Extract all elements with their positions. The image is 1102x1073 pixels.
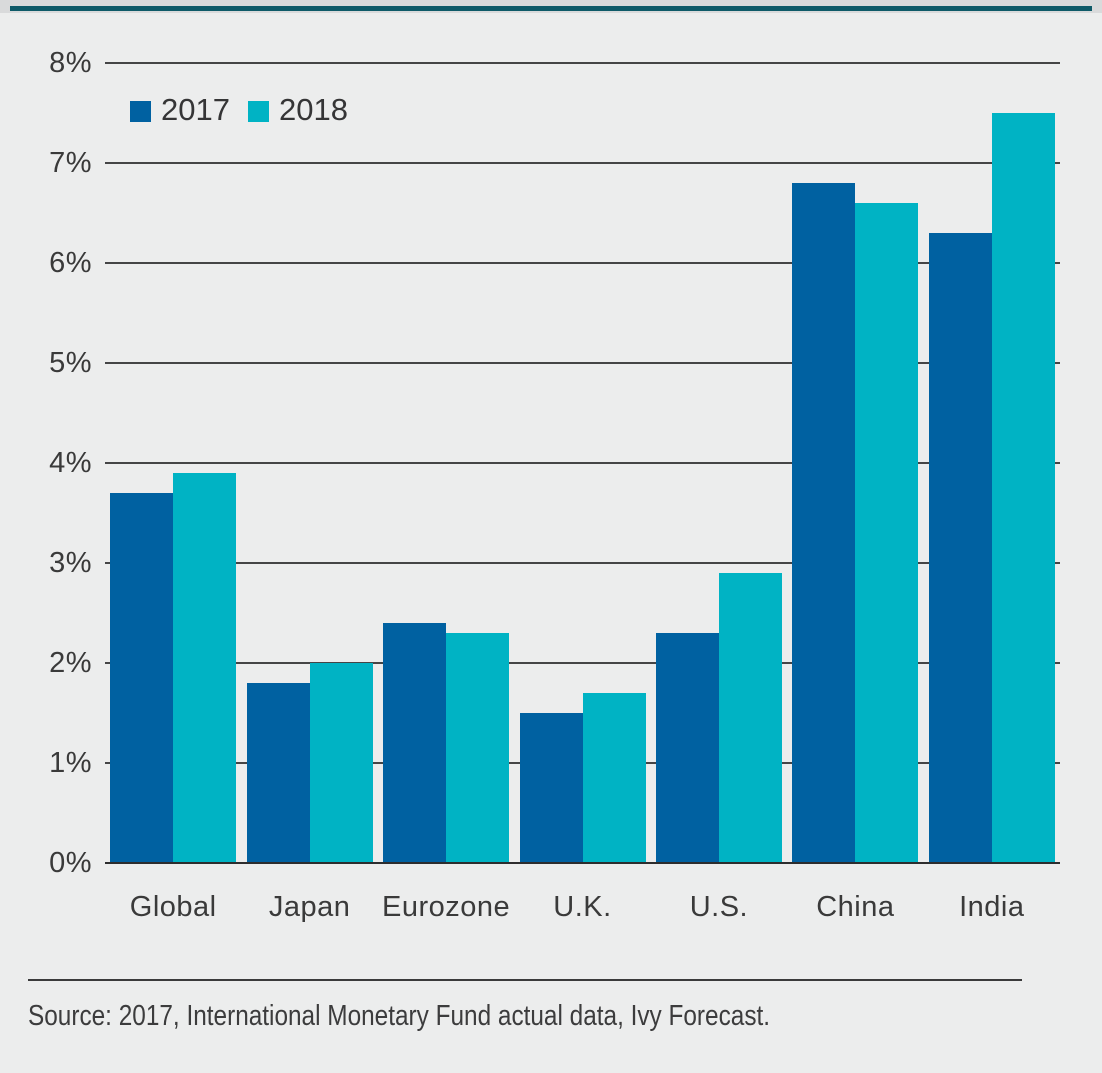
legend-label-2018: 2018 (278, 92, 348, 127)
y-tick-2pct: 2% (49, 647, 92, 679)
source-attribution: Source: 2017, International Monetary Fun… (28, 1000, 771, 1032)
legend-label-2017: 2017 (161, 92, 230, 127)
bar-2017-uk (519, 713, 583, 863)
bar-2018-us (718, 573, 782, 863)
x-label-us: U.S. (689, 891, 749, 923)
top-accent-rule (10, 6, 1092, 11)
gridline-4pct (105, 462, 1060, 464)
x-label-uk: U.K. (553, 891, 612, 923)
y-tick-5pct: 5% (49, 347, 92, 379)
gridline-5pct (105, 362, 1060, 364)
y-tick-7pct: 7% (49, 147, 92, 179)
y-tick-1pct: 1% (49, 747, 92, 779)
bar-2018-china (855, 203, 919, 863)
bar-2018-global (173, 473, 237, 863)
x-label-global: Global (129, 891, 217, 923)
bar-2017-india (928, 233, 992, 863)
bar-2017-china (792, 183, 856, 863)
footer-divider (28, 979, 1022, 981)
gridline-2pct (105, 662, 1060, 664)
gridline-6pct (105, 262, 1060, 264)
bar-2018-india (991, 113, 1055, 863)
y-tick-3pct: 3% (49, 547, 92, 579)
top-band (0, 0, 1102, 13)
y-tick-0pct: 0% (49, 847, 92, 879)
x-axis-line (105, 862, 1060, 864)
legend-item-2017: 2017 (130, 92, 230, 128)
x-label-japan: Japan (268, 891, 351, 923)
bar-2017-japan (246, 683, 310, 863)
legend-swatch-2017 (130, 100, 151, 122)
bar-2018-japan (309, 663, 373, 863)
chart-legend: 2017 2018 (130, 92, 348, 128)
bar-2017-global (110, 493, 174, 863)
gridline-3pct (105, 562, 1060, 564)
bar-2018-eurozone (446, 633, 510, 863)
bar-2017-us (655, 633, 719, 863)
legend-swatch-2018 (247, 100, 269, 122)
bar-2017-eurozone (383, 623, 447, 863)
x-label-eurozone: Eurozone (381, 891, 511, 923)
legend-item-2018: 2018 (247, 92, 348, 128)
x-label-china: China (816, 891, 895, 923)
gridline-7pct (105, 162, 1060, 164)
y-tick-8pct: 8% (49, 47, 92, 79)
bar-2018-uk (582, 693, 646, 863)
y-tick-6pct: 6% (49, 247, 92, 279)
y-tick-4pct: 4% (49, 447, 92, 479)
x-label-india: India (959, 891, 1025, 923)
gridline-8pct (105, 62, 1060, 64)
